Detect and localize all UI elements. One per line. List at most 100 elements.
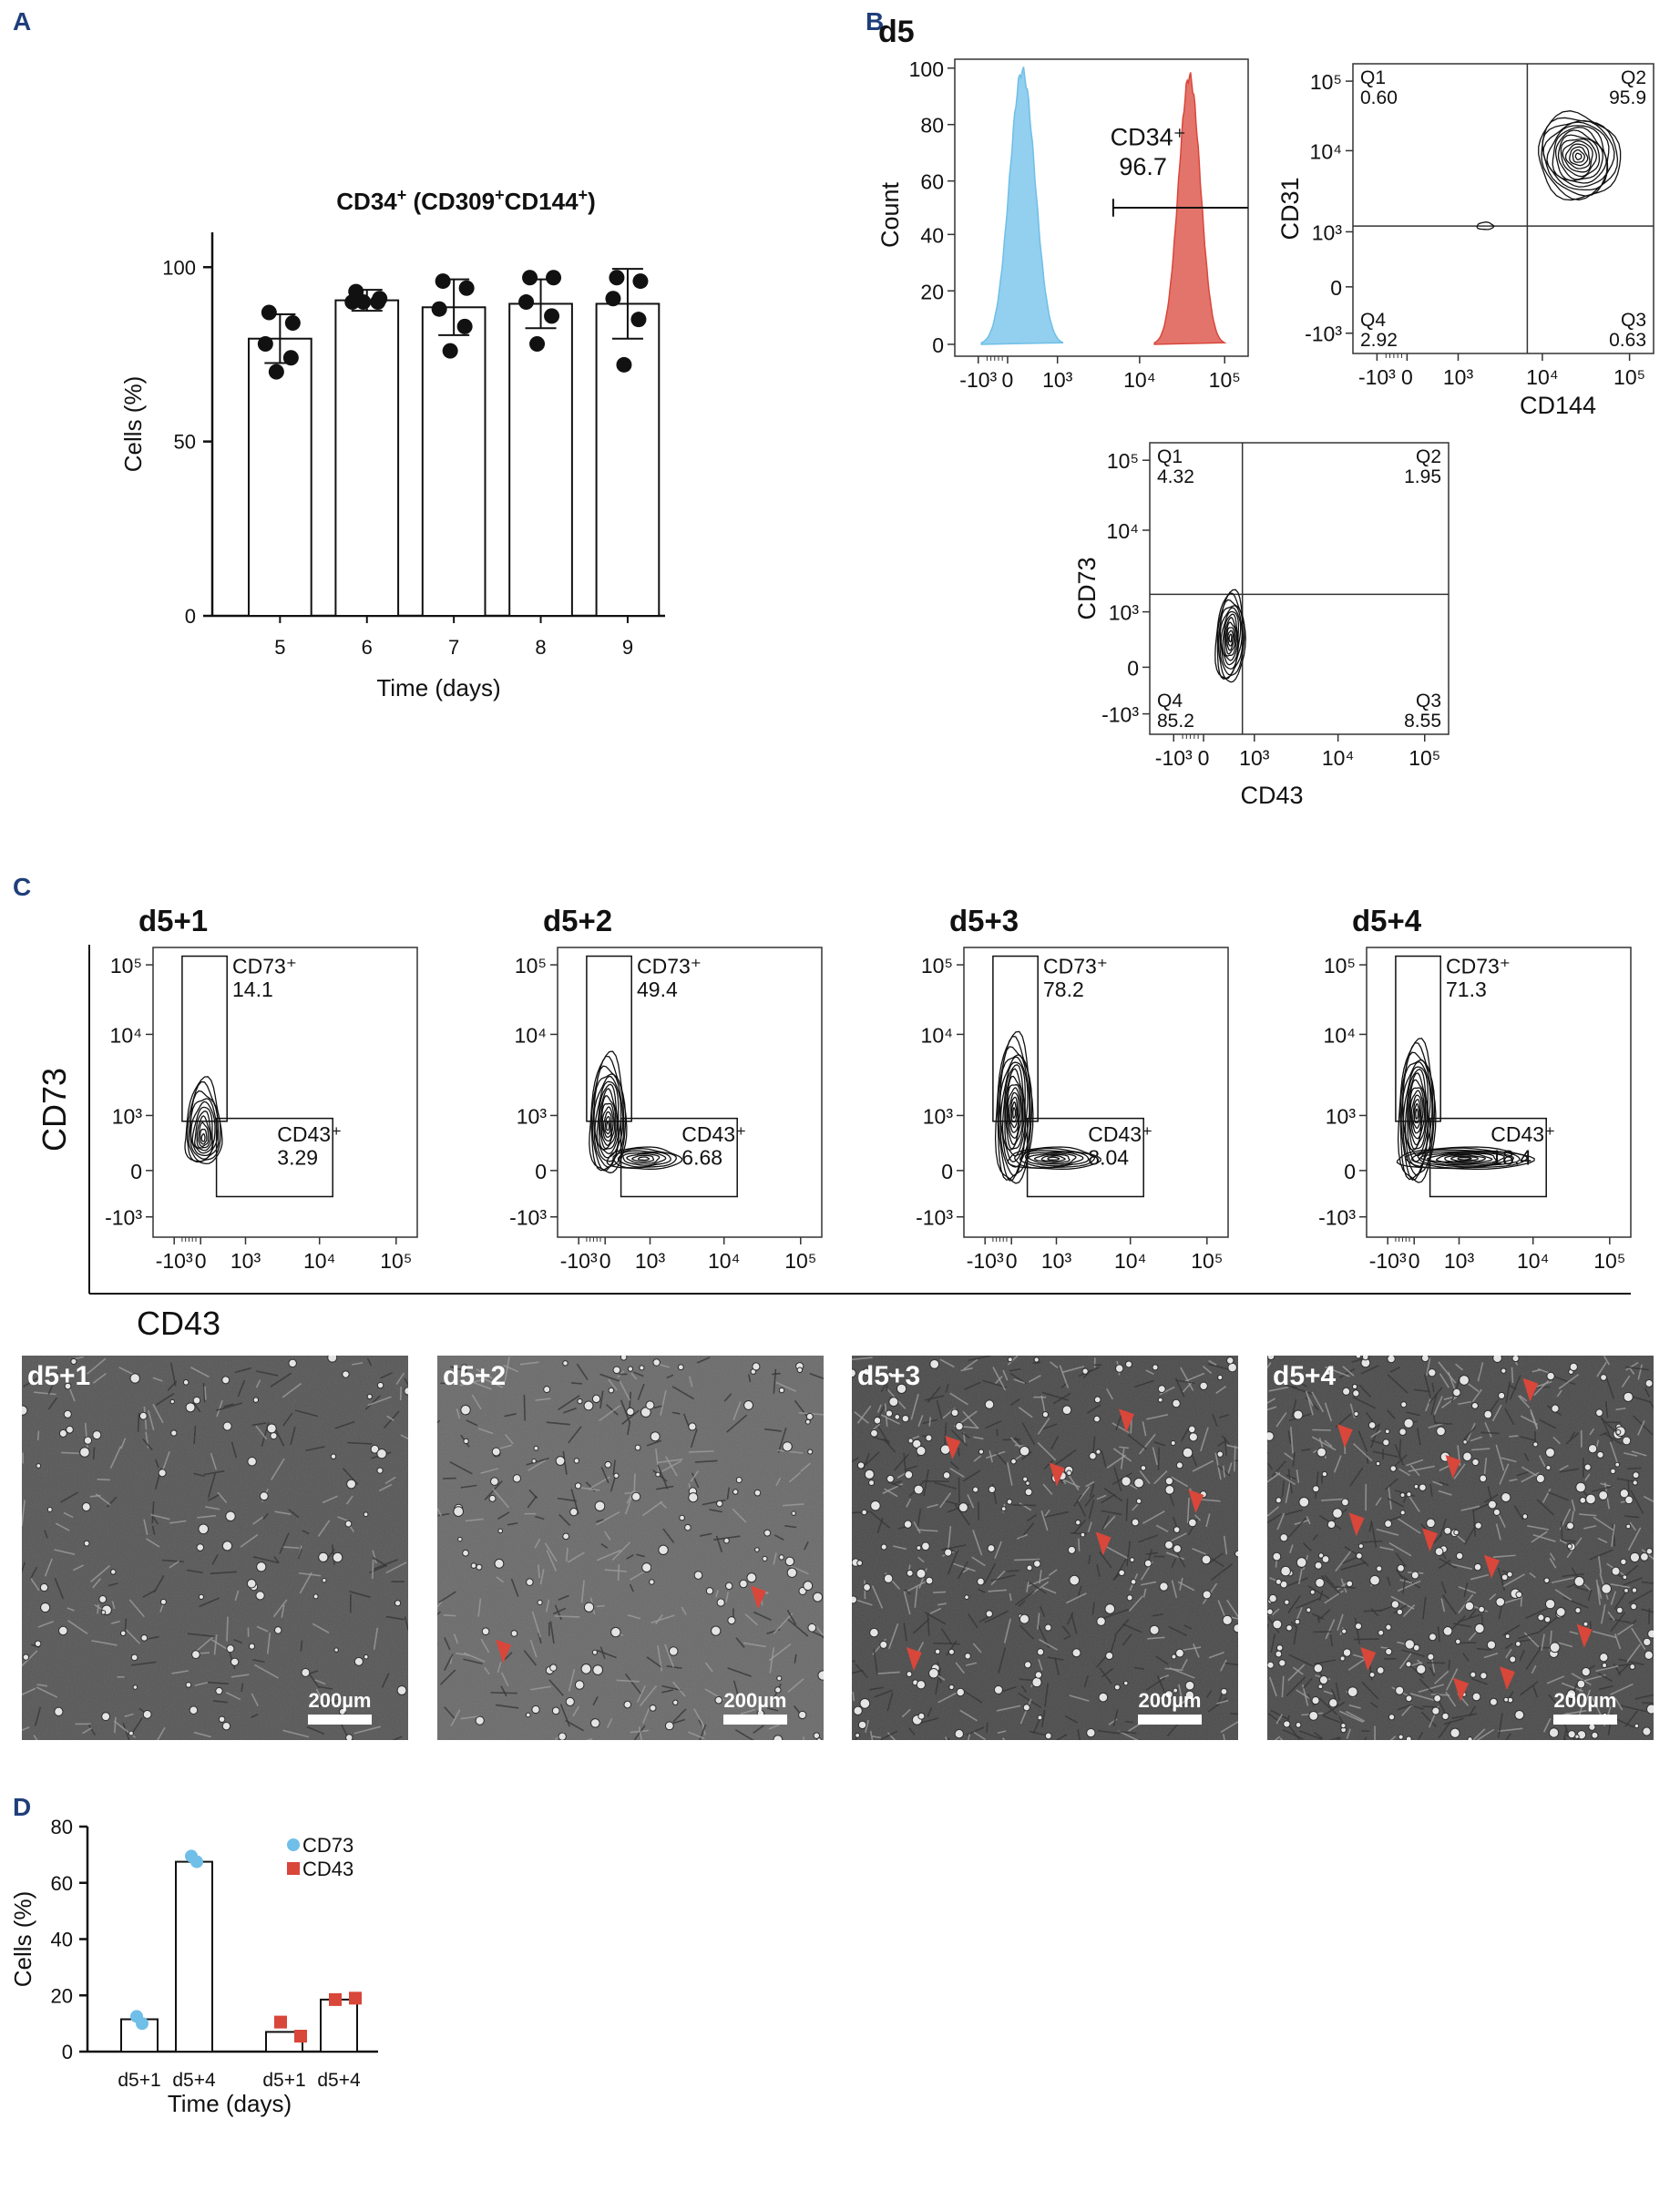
x-axis-label: CD144 (1520, 392, 1596, 419)
y-tick-label: 10³ (1326, 1104, 1357, 1128)
quadrant-value: 95.9 (1609, 87, 1646, 108)
gate-label: CD73⁺ (1043, 955, 1108, 978)
red-arrowhead-icon (1445, 1455, 1461, 1479)
y-tick-label: 60 (51, 1872, 73, 1895)
bar (248, 337, 312, 617)
red-arrowhead-icon (750, 1585, 766, 1610)
contour-plot (196, 1115, 211, 1149)
contour-plot (1396, 1146, 1535, 1170)
x-tick-label: 10⁵ (1593, 1249, 1625, 1273)
contour-plot (1216, 592, 1245, 681)
y-tick-label: 0 (130, 1160, 142, 1183)
contour-plot (200, 1128, 208, 1145)
contour-plot (626, 1152, 661, 1164)
contour-plot (602, 1111, 612, 1138)
contour-plot (1397, 1038, 1437, 1183)
contour-plot (1436, 1153, 1493, 1164)
red-arrowhead-icon (1049, 1462, 1065, 1487)
data-point (442, 343, 458, 359)
x-tick-label: d5+4 (172, 2070, 216, 2091)
y-tick-label: 10⁵ (110, 954, 142, 978)
x-tick-label: -10³ (967, 1249, 1004, 1273)
x-tick-label: 10³ (1443, 365, 1474, 389)
red-arrowhead-icon (496, 1639, 512, 1664)
x-axis-label: Time (days) (376, 674, 500, 701)
red-arrowhead-icon (1337, 1424, 1353, 1449)
y-tick-label: 0 (62, 2041, 73, 2063)
gate-label: CD43⁺ (277, 1122, 342, 1146)
data-point (518, 294, 535, 311)
y-tick-label: 10⁵ (1310, 70, 1342, 94)
y-tick-label: -10³ (1318, 1206, 1356, 1230)
contour-plot (1564, 143, 1591, 169)
data-point (544, 308, 560, 324)
contour-plot (606, 1146, 683, 1170)
data-point (268, 363, 284, 380)
contour-plot (1014, 1147, 1095, 1169)
y-axis-label: Cells (%) (119, 376, 147, 472)
data-point (355, 294, 372, 311)
x-tick-label: 10³ (1041, 1249, 1072, 1273)
micrograph-title: d5+3 (857, 1361, 920, 1391)
x-tick-label: 0 (1409, 1249, 1420, 1273)
gate-cd73 (181, 955, 228, 1122)
micrograph-title: d5+2 (443, 1361, 506, 1391)
contour-plot (184, 1076, 223, 1165)
panel-letter-d: D (13, 1793, 32, 1821)
y-tick-label: 0 (535, 1160, 547, 1183)
data-point (522, 270, 538, 286)
red-arrowhead-icon (1188, 1490, 1204, 1514)
quadrant-value: 8.55 (1404, 711, 1441, 732)
chart-title-part: CD34 (336, 188, 397, 215)
plot-frame (1352, 63, 1654, 354)
contour-plot (1024, 1151, 1084, 1167)
contour-plot (1214, 589, 1246, 683)
x-axis-label: CD43 (137, 1305, 220, 1342)
contour-plot (637, 1156, 650, 1162)
contour-plot (1007, 1146, 1101, 1170)
chart-title: d5+3 (949, 904, 1019, 937)
contour-plot (1417, 1151, 1515, 1168)
scale-bar-label: 200µm (309, 1689, 372, 1712)
contour-plot (1409, 1090, 1424, 1140)
gate-label: CD73⁺ (637, 955, 702, 978)
x-axis-label: CD43 (1240, 782, 1303, 809)
gate-value: 78.2 (1043, 978, 1084, 1001)
y-tick-label: 100 (162, 256, 196, 279)
contour-plot (612, 1148, 677, 1169)
y-tick-label: 0 (941, 1160, 953, 1183)
contour-plot (1450, 1155, 1479, 1162)
contour-plot (1569, 146, 1589, 167)
micrograph-grain (852, 1356, 1238, 1740)
x-tick-label: 10⁴ (1322, 746, 1354, 770)
x-tick-label: 7 (448, 636, 459, 659)
contour-plot (1009, 1096, 1019, 1129)
data-point (284, 315, 301, 332)
contour-plot (631, 1154, 655, 1162)
x-tick-label: 9 (622, 636, 633, 659)
contour-plot (1005, 1075, 1024, 1151)
contour-plot (999, 1061, 1027, 1163)
y-tick-label: 0 (1330, 276, 1342, 300)
data-point (632, 273, 649, 290)
red-arrowhead-icon (1119, 1408, 1135, 1433)
x-tick-label: 10⁴ (1517, 1249, 1549, 1273)
x-tick-label: 10⁴ (1123, 368, 1155, 392)
contour-plot (601, 1106, 614, 1142)
x-tick-label: 10⁴ (1114, 1249, 1146, 1273)
y-tick-label: 10⁵ (1324, 954, 1356, 978)
quadrant-value: 85.2 (1157, 711, 1194, 732)
red-arrowhead-icon (1348, 1512, 1365, 1537)
y-tick-label: 10⁵ (1107, 449, 1139, 473)
scale-bar-icon (1138, 1715, 1202, 1725)
plot-frame (1149, 442, 1450, 735)
contour-plot (617, 1150, 671, 1168)
contour-plot (1562, 140, 1593, 173)
y-tick-label: 0 (1127, 656, 1139, 680)
y-tick-label: 10⁴ (1107, 519, 1139, 543)
y-tick-label: 40 (51, 1929, 73, 1951)
contour-plot (1040, 1154, 1066, 1162)
contour-plot (1426, 1152, 1498, 1165)
gate-label: CD34⁺ (1111, 124, 1186, 151)
